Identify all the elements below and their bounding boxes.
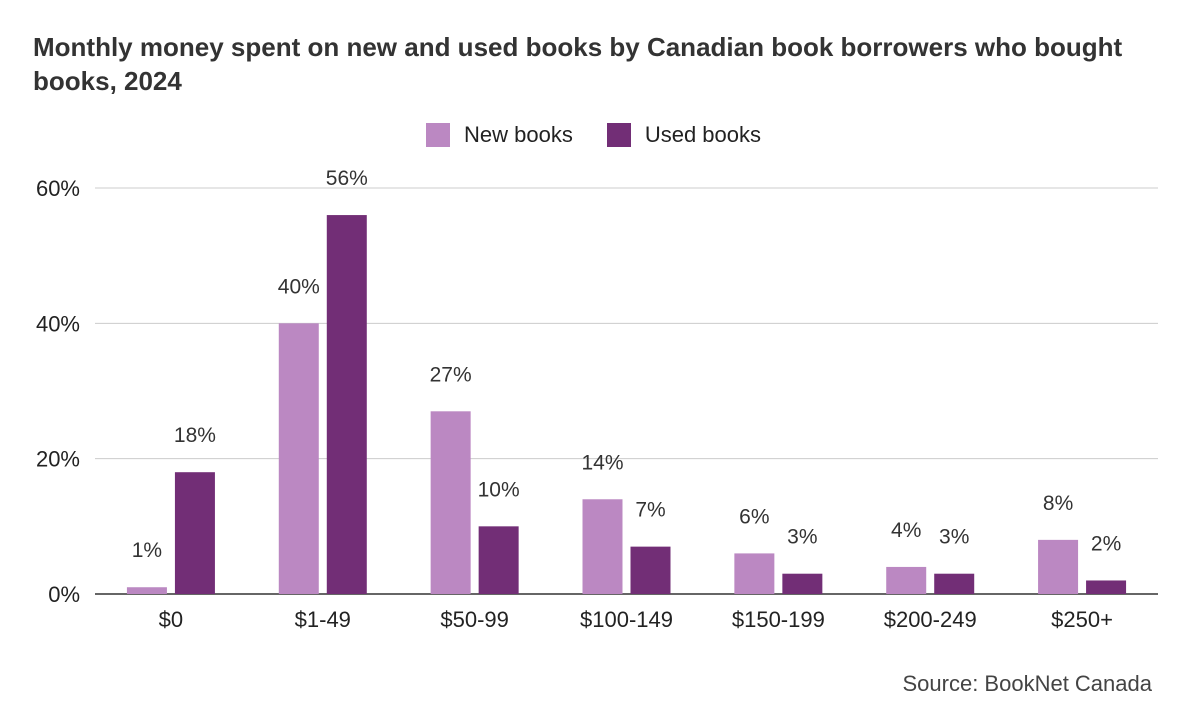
data-label: 56%: [326, 167, 368, 190]
bar-used-books: [934, 573, 975, 594]
data-label: 27%: [430, 363, 472, 386]
y-tick-label: 40%: [36, 311, 80, 336]
bar-used-books: [1086, 580, 1127, 594]
source-note: Source: BookNet Canada: [902, 671, 1153, 696]
data-label: 3%: [939, 526, 969, 549]
data-label: 2%: [1091, 532, 1121, 555]
bar-used-books: [782, 573, 823, 594]
data-label: 14%: [581, 451, 623, 474]
bar-new-books: [278, 323, 319, 594]
x-tick-label: $50-99: [440, 607, 509, 632]
y-tick-label: 60%: [36, 176, 80, 201]
bar-used-books: [174, 472, 215, 594]
legend-swatch-used-books: [606, 123, 631, 147]
data-label: 18%: [174, 424, 216, 447]
data-label: 8%: [1043, 492, 1073, 515]
chart-legend: New books Used books: [0, 120, 1187, 150]
bar-new-books: [734, 553, 775, 594]
data-label: 1%: [132, 539, 162, 562]
data-label: 10%: [478, 478, 520, 501]
legend-item-new-books: New books: [425, 122, 573, 148]
y-tick-label: 20%: [36, 447, 80, 472]
x-tick-label: $0: [159, 607, 183, 632]
x-tick-label: $200-249: [884, 607, 977, 632]
bar-used-books: [326, 215, 367, 595]
bar-new-books: [1038, 539, 1079, 594]
data-label: 6%: [739, 505, 769, 528]
x-tick-label: $100-149: [580, 607, 673, 632]
y-tick-label: 0%: [48, 582, 80, 607]
data-label: 7%: [635, 499, 665, 522]
x-tick-label: $1-49: [295, 607, 351, 632]
bar-new-books: [126, 587, 167, 594]
bar-used-books: [478, 526, 519, 594]
legend-label-used-books: Used books: [644, 122, 762, 147]
x-tick-label: $250+: [1051, 607, 1113, 632]
legend-swatch-new-books: [425, 123, 450, 147]
data-label: 40%: [278, 275, 320, 298]
x-tick-label: $150-199: [732, 607, 825, 632]
legend-label-new-books: New books: [463, 122, 573, 147]
bar-new-books: [430, 411, 471, 594]
data-label: 4%: [891, 519, 921, 542]
bar-new-books: [886, 566, 927, 594]
bar-new-books: [582, 499, 623, 594]
legend-item-used-books: Used books: [606, 122, 762, 148]
data-label: 3%: [787, 526, 817, 549]
chart-title: Monthly money spent on new and used book…: [33, 32, 1123, 96]
bar-used-books: [630, 546, 671, 594]
